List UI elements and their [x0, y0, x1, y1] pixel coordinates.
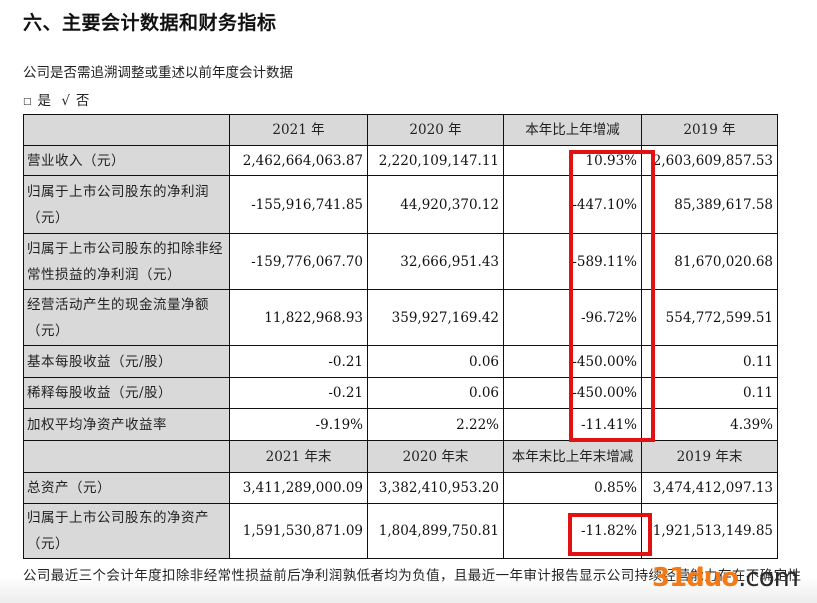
- header-cell: 2019 年: [641, 114, 778, 146]
- cell-value: 0.11: [641, 377, 778, 409]
- checkmark-icon: √: [61, 93, 70, 109]
- cell-value: 4.39%: [641, 408, 778, 441]
- cell-value: 3,382,410,953.20: [367, 472, 504, 504]
- row-label: 稀释每股收益（元/股）: [23, 377, 230, 409]
- row-label: 经营活动产生的现金流量净额（元）: [23, 289, 230, 346]
- cell-value: 359,927,169.42: [367, 289, 504, 346]
- financial-indicators-table: 2021 年 2020 年 本年比上年增减 2019 年 营业收入（元） 2,4…: [23, 114, 778, 559]
- table-row: 基本每股收益（元/股） -0.21 0.06 -450.00% 0.11: [23, 345, 778, 378]
- cell-value: 2.22%: [367, 408, 504, 441]
- cell-value: 3,474,412,097.13: [641, 472, 778, 504]
- cell-value: 44,920,370.12: [367, 175, 504, 234]
- cell-value: 3,411,289,000.09: [229, 472, 368, 504]
- row-label: 营业收入（元）: [23, 145, 230, 176]
- header-cell: 2021 年末: [229, 440, 368, 473]
- cell-change: -450.00%: [503, 345, 642, 378]
- row-label: 归属于上市公司股东的净利润（元）: [23, 175, 230, 234]
- section-title: 六、主要会计数据和财务指标: [23, 12, 277, 34]
- row-label: 归属于上市公司股东的扣除非经常性损益的净利润（元）: [23, 233, 230, 290]
- watermark-tld: .com: [738, 563, 799, 593]
- cell-value: 1,591,530,871.09: [229, 503, 368, 559]
- header-cell: 本年末比上年末增减: [503, 440, 642, 473]
- cell-change: -450.00%: [503, 377, 642, 409]
- yes-label: 是: [37, 93, 52, 109]
- table-row: 归属于上市公司股东的扣除非经常性损益的净利润（元） -159,776,067.7…: [23, 233, 778, 290]
- table-row: 加权平均净资产收益率 -9.19% 2.22% -11.41% 4.39%: [23, 408, 778, 441]
- cell-value: 0.06: [367, 345, 504, 378]
- table-header-row: 2021 年 2020 年 本年比上年增减 2019 年: [23, 114, 778, 146]
- table-row: 归属于上市公司股东的净利润（元） -155,916,741.85 44,920,…: [23, 175, 778, 234]
- cell-change: -11.41%: [503, 408, 642, 441]
- cell-value: 1,804,899,750.81: [367, 503, 504, 559]
- cell-value: 0.06: [367, 377, 504, 409]
- cell-value: 2,462,664,063.87: [229, 145, 368, 176]
- cell-change: 10.93%: [503, 145, 642, 176]
- restatement-question: 公司是否需追溯调整或重述以前年度会计数据: [23, 65, 293, 81]
- cell-value: 2,603,609,857.53: [641, 145, 778, 176]
- header-cell: [23, 114, 230, 146]
- cell-value: 1,921,513,149.85: [641, 503, 778, 559]
- no-label: 否: [75, 93, 90, 109]
- row-label: 基本每股收益（元/股）: [23, 345, 230, 378]
- cell-change: -11.82%: [503, 503, 642, 559]
- cell-value: -0.21: [229, 377, 368, 409]
- header-cell: [23, 440, 230, 473]
- cell-value: 0.11: [641, 345, 778, 378]
- cell-value: 81,670,020.68: [641, 233, 778, 290]
- cell-value: 11,822,968.93: [229, 289, 368, 346]
- cell-value: 2,220,109,147.11: [367, 145, 504, 176]
- header-cell: 2020 年末: [367, 440, 504, 473]
- row-label: 加权平均净资产收益率: [23, 408, 230, 441]
- cell-value: 85,389,617.58: [641, 175, 778, 234]
- cell-value: -159,776,067.70: [229, 233, 368, 290]
- cell-change: -96.72%: [503, 289, 642, 346]
- cell-change: -589.11%: [503, 233, 642, 290]
- table-row: 归属于上市公司股东的净资产（元） 1,591,530,871.09 1,804,…: [23, 503, 778, 559]
- cell-change: 0.85%: [503, 472, 642, 504]
- cell-value: 554,772,599.51: [641, 289, 778, 346]
- watermark-logo: 31duo.com: [652, 563, 799, 593]
- header-cell: 本年比上年增减: [503, 114, 642, 146]
- header-cell: 2020 年: [367, 114, 504, 146]
- watermark-brand: 31duo: [652, 563, 739, 593]
- cell-value: 32,666,951.43: [367, 233, 504, 290]
- row-label: 归属于上市公司股东的净资产（元）: [23, 503, 230, 559]
- header-cell: 2021 年: [229, 114, 368, 146]
- table-row: 稀释每股收益（元/股） -0.21 0.06 -450.00% 0.11: [23, 377, 778, 409]
- table-row: 营业收入（元） 2,462,664,063.87 2,220,109,147.1…: [23, 145, 778, 176]
- row-label: 总资产（元）: [23, 472, 230, 504]
- cell-change: -447.10%: [503, 175, 642, 234]
- cell-value: -0.21: [229, 345, 368, 378]
- table-row: 经营活动产生的现金流量净额（元） 11,822,968.93 359,927,1…: [23, 289, 778, 346]
- table-header-row: 2021 年末 2020 年末 本年末比上年末增减 2019 年末: [23, 440, 778, 473]
- bottom-fade: [0, 577, 817, 603]
- restatement-answer: □ 是 √ 否: [23, 89, 95, 109]
- header-cell: 2019 年末: [641, 440, 778, 473]
- checkbox-empty-icon: □: [23, 96, 32, 107]
- cell-value: -9.19%: [229, 408, 368, 441]
- table-row: 总资产（元） 3,411,289,000.09 3,382,410,953.20…: [23, 472, 778, 504]
- cell-value: -155,916,741.85: [229, 175, 368, 234]
